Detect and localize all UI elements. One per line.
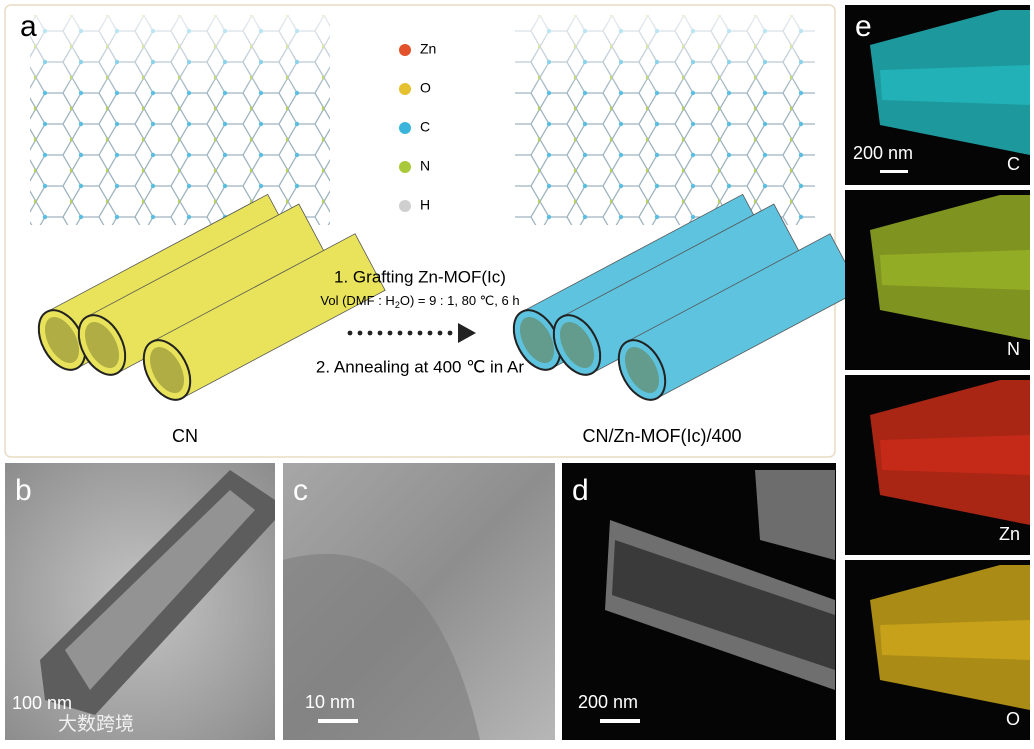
panel-label: a [20, 10, 37, 43]
legend-label: O [420, 80, 431, 96]
scale-label: 200 nm [853, 143, 913, 163]
tube [755, 470, 835, 560]
arrow-dot [367, 330, 373, 336]
panel-d: d 200 nm [562, 463, 836, 740]
legend-label: Zn [420, 41, 436, 57]
tube-inner [519, 316, 555, 364]
tube-end [617, 339, 667, 401]
element-label: C [1007, 154, 1020, 174]
map-signal [880, 250, 1030, 290]
element-label: N [1007, 339, 1020, 359]
mof-tubes [512, 193, 861, 401]
eds-map: C [845, 5, 1030, 185]
legend-label: N [420, 158, 430, 174]
tube [77, 203, 330, 376]
arrow-dot [347, 330, 353, 336]
tube-inner [44, 316, 80, 364]
arrow-dot [407, 330, 413, 336]
tube-core [612, 540, 835, 670]
scale-label: 10 nm [305, 692, 355, 712]
eds-map: O [845, 560, 1030, 740]
eds-map: Zn [845, 375, 1030, 555]
map-signal [880, 65, 1030, 105]
cn-tubes [37, 193, 386, 401]
legend-dot [399, 83, 411, 95]
arrow-dot [447, 330, 453, 336]
arrow-dot [377, 330, 383, 336]
arrow-dot [417, 330, 423, 336]
tube-inner [624, 346, 660, 394]
panel-c: c 10 nm [283, 463, 555, 740]
arrow-dot [437, 330, 443, 336]
tube [617, 233, 861, 401]
conditions: Vol (DMF : H2O) = 9 : 1, 80 ℃, 6 h [320, 293, 519, 310]
scale-bar [600, 719, 640, 723]
scale-bar [318, 719, 358, 723]
legend-dot [399, 200, 411, 212]
panel-label: e [855, 10, 872, 43]
tube-end [77, 314, 127, 376]
fade [515, 15, 815, 95]
conditions-suffix: O) = 9 : 1, 80 ℃, 6 h [400, 293, 520, 308]
mof-label: CN/Zn-MOF(Ic)/400 [582, 426, 741, 446]
region [283, 553, 480, 740]
tube [142, 233, 386, 401]
watermark: 大数跨境 [58, 713, 134, 735]
arrow-dot [397, 330, 403, 336]
legend-label: H [420, 197, 430, 213]
panel-label: d [572, 474, 589, 507]
tube-core [65, 490, 255, 690]
element-label: O [1006, 709, 1020, 729]
tube-inner [149, 346, 185, 394]
panel-e: O Zn N C e 200 nm [845, 5, 1030, 740]
element-label: Zn [999, 524, 1020, 544]
panel-label: b [15, 474, 32, 507]
legend: Zn O C N H [399, 41, 436, 213]
fade [30, 15, 330, 95]
step-1: 1. Grafting Zn-MOF(Ic) [334, 267, 506, 286]
map-signal [880, 435, 1030, 475]
tube-inner [559, 321, 595, 369]
step-2: 2. Annealing at 400 ℃ in Ar [316, 357, 524, 376]
arrow [347, 323, 476, 343]
arrow-dot [427, 330, 433, 336]
tube-inner [84, 321, 120, 369]
eds-map: N [845, 190, 1030, 370]
subscript: 2 [395, 300, 400, 310]
scale-bar [880, 170, 908, 173]
arrow-head [458, 323, 476, 343]
legend-dot [399, 161, 411, 173]
cn-label: CN [172, 426, 198, 446]
legend-dot [399, 44, 411, 56]
arrow-dot [387, 330, 393, 336]
arrow-dot [357, 330, 363, 336]
scale-label: 100 nm [12, 693, 72, 713]
panel-b: b 100 nm 大数跨境 [5, 463, 275, 740]
tube-end [142, 339, 192, 401]
conditions-prefix: Vol (DMF : H [320, 293, 394, 308]
legend-label: C [420, 119, 430, 135]
tube [552, 203, 805, 376]
legend-dot [399, 122, 411, 134]
map-signal [880, 620, 1030, 660]
tube-end [552, 314, 602, 376]
panel-label: c [293, 474, 308, 507]
scale-label: 200 nm [578, 692, 638, 712]
